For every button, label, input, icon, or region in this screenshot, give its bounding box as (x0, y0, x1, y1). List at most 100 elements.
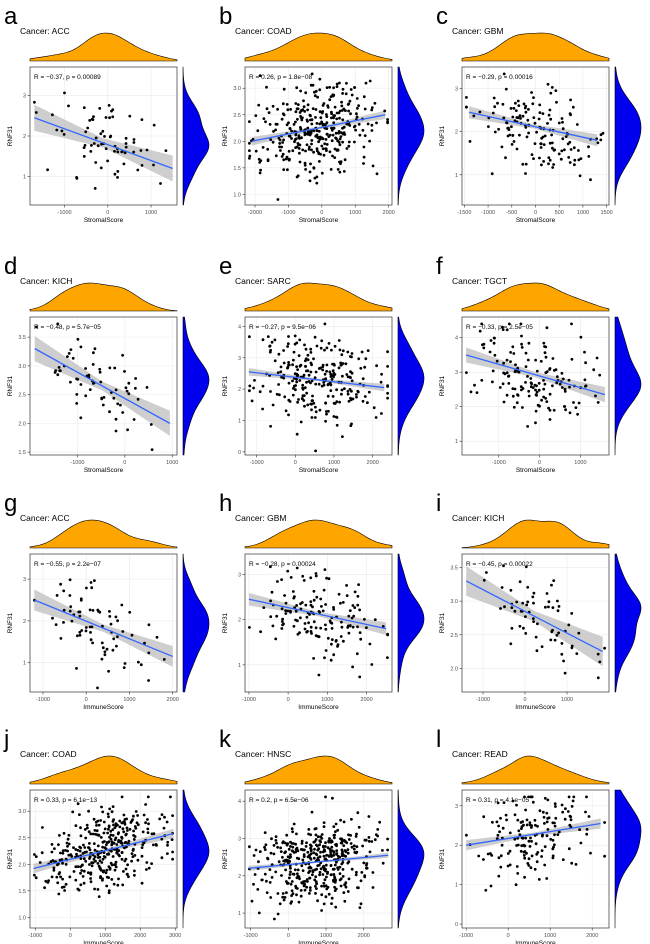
data-point (543, 822, 546, 825)
data-point (552, 148, 556, 152)
data-point (481, 343, 484, 347)
data-point (320, 605, 323, 608)
data-point (468, 140, 472, 143)
data-point (359, 902, 363, 906)
data-point (169, 795, 172, 799)
data-point (502, 361, 505, 365)
data-point (134, 826, 138, 830)
data-point (539, 142, 543, 146)
data-point (61, 877, 64, 881)
data-point (298, 137, 301, 140)
data-point (345, 147, 349, 150)
data-point (500, 586, 504, 589)
data-point (90, 625, 94, 629)
data-point (128, 114, 132, 118)
data-point (142, 813, 146, 817)
data-point (363, 365, 367, 369)
data-point (541, 810, 545, 814)
x-tick-label: 1000 (577, 210, 589, 216)
data-point (313, 94, 317, 98)
data-point (258, 171, 262, 175)
x-tick-label: 1000 (320, 933, 332, 939)
data-point (330, 110, 333, 114)
data-point (512, 140, 516, 143)
data-point (326, 870, 329, 874)
data-point (308, 892, 311, 895)
data-point (358, 906, 362, 909)
data-point (310, 118, 314, 122)
y-tick-label: 2.5 (233, 113, 241, 119)
data-point (302, 579, 306, 582)
data-point (320, 893, 324, 897)
data-point (347, 109, 350, 113)
data-point (306, 369, 310, 373)
data-point (46, 168, 49, 172)
data-point (347, 877, 351, 881)
data-point (497, 856, 501, 860)
data-point (386, 837, 389, 841)
data-point (116, 150, 120, 154)
regression-line (465, 580, 603, 653)
data-point (104, 116, 108, 119)
panel-title: Cancer: KICH (20, 276, 72, 286)
data-point (330, 896, 334, 900)
data-point (292, 123, 296, 126)
data-point (349, 355, 352, 358)
data-point (532, 601, 535, 605)
data-point (330, 638, 334, 641)
y-tick-label: 3 (455, 87, 458, 93)
data-point (130, 852, 134, 855)
right-density-curve (182, 66, 210, 206)
data-point (569, 98, 572, 102)
data-point (332, 853, 336, 857)
data-point (269, 138, 273, 142)
panel-title: Cancer: ACC (20, 513, 70, 523)
data-point (83, 828, 87, 831)
data-point (68, 594, 72, 597)
data-point (372, 406, 376, 410)
data-point (509, 642, 513, 646)
data-point (493, 353, 497, 357)
data-point (518, 133, 521, 137)
data-point (43, 886, 46, 890)
data-point (259, 630, 262, 634)
data-point (113, 149, 116, 153)
data-point (545, 877, 549, 880)
data-point (171, 857, 175, 861)
data-point (294, 886, 298, 890)
x-axis-label: ImmuneScore (298, 940, 339, 944)
data-point (275, 841, 278, 845)
data-point (336, 139, 339, 143)
data-point (347, 631, 351, 635)
data-point (280, 155, 284, 158)
data-point (307, 871, 310, 874)
data-point (526, 425, 529, 428)
data-point (121, 353, 124, 357)
data-point (520, 334, 523, 338)
data-point (281, 617, 284, 621)
data-point (502, 564, 505, 568)
data-point (53, 847, 56, 850)
data-point (319, 840, 322, 844)
data-point (171, 814, 175, 817)
data-point (560, 386, 564, 389)
data-point (357, 886, 360, 890)
data-point (119, 841, 123, 845)
data-point (120, 795, 124, 799)
data-point (567, 623, 571, 627)
x-axis-label: ImmuneScore (515, 704, 556, 711)
data-point (295, 832, 298, 836)
data-point (96, 888, 100, 891)
data-point (122, 666, 126, 669)
data-point (551, 146, 554, 150)
data-point (563, 148, 566, 152)
data-point (270, 863, 274, 867)
data-point (324, 419, 327, 423)
data-point (342, 820, 346, 824)
data-point (560, 371, 564, 375)
data-point (110, 840, 114, 844)
data-point (114, 417, 118, 421)
data-point (518, 833, 522, 836)
data-point (574, 863, 578, 866)
data-point (106, 159, 109, 163)
